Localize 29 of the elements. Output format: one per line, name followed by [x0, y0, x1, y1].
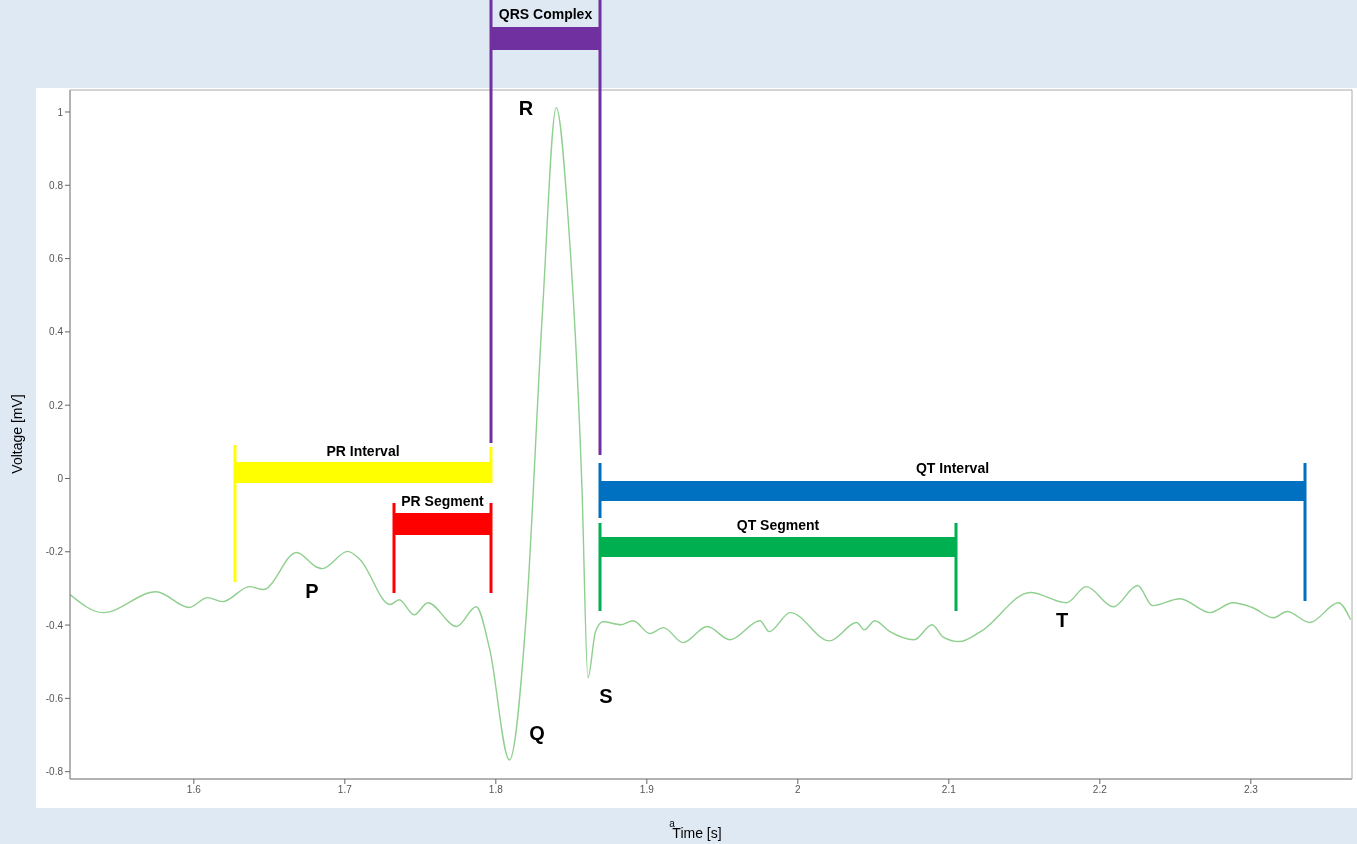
y-axis-title: Voltage [mV]	[9, 394, 25, 474]
annotation: R	[518, 97, 534, 120]
x-tick-label: 1.7	[337, 784, 353, 796]
x-tick-label: 2	[795, 784, 802, 796]
x-tick-label: 1.6	[186, 784, 202, 796]
annotation: P	[305, 580, 319, 603]
annotation: Q	[529, 722, 545, 745]
x-tick-label: 2.2	[1092, 784, 1108, 796]
x-tick-label: 1.9	[639, 784, 655, 796]
x-tick-label: 2.3	[1243, 784, 1259, 796]
annotation: QT Interval	[915, 460, 990, 476]
annotation: T	[1055, 609, 1069, 632]
annotation: S	[599, 685, 613, 708]
y-tick-label: -0.8	[45, 766, 64, 778]
x-tick-label: 1.8	[488, 784, 504, 796]
text: QRS Complex	[498, 6, 593, 22]
y-tick-label: -0.4	[45, 619, 64, 631]
y-tick-label: 0.4	[49, 326, 64, 338]
y-tick-label: 0	[57, 473, 64, 485]
y-tick-label: -0.2	[45, 546, 64, 558]
annotation: PR Interval	[326, 443, 400, 459]
x-tick-label: 2.1	[941, 784, 957, 796]
y-tick-label: -0.6	[45, 692, 64, 704]
y-tick-label: 0.6	[49, 253, 64, 265]
annotation: QT Segment	[736, 517, 820, 533]
y-tick-label: 0.8	[49, 179, 64, 191]
y-tick-label: 0.2	[49, 399, 64, 411]
y-tick-label: 1	[57, 106, 64, 118]
annotation: PR Segment	[401, 493, 485, 509]
